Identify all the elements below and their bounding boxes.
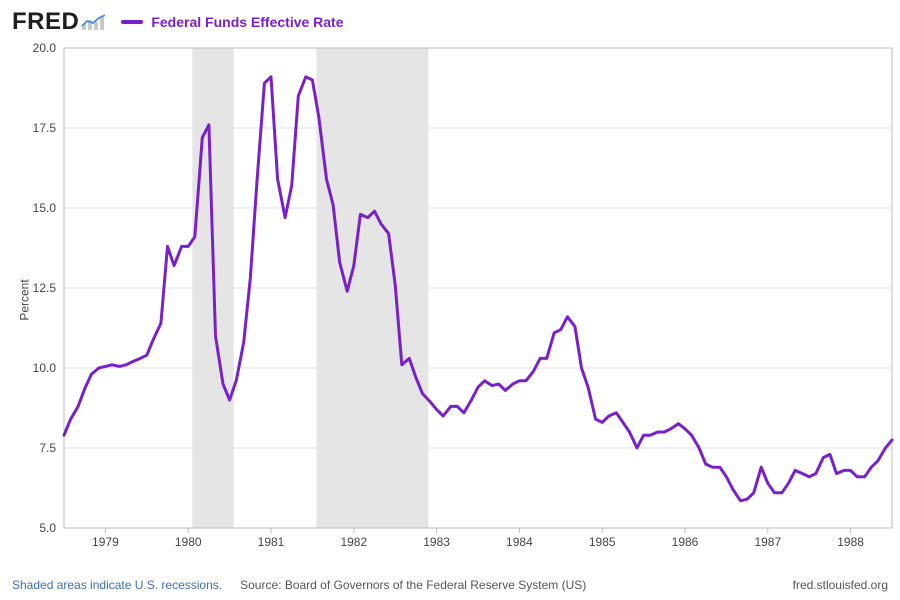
svg-text:10.0: 10.0 xyxy=(33,361,57,375)
site-label: fred.stlouisfed.org xyxy=(793,578,888,592)
svg-text:1985: 1985 xyxy=(589,535,616,549)
fred-logo: FRED xyxy=(12,8,107,36)
source-label: Source: Board of Governors of the Federa… xyxy=(240,578,586,592)
svg-text:12.5: 12.5 xyxy=(33,281,57,295)
svg-text:1983: 1983 xyxy=(423,535,450,549)
legend-label: Federal Funds Effective Rate xyxy=(151,14,343,30)
svg-text:15.0: 15.0 xyxy=(33,201,57,215)
legend: Federal Funds Effective Rate xyxy=(121,14,343,30)
chart-svg: 5.0 7.5 10.0 12.5 15.0 17.5 20.0 1979 1980 1981 19… xyxy=(0,40,900,560)
legend-swatch xyxy=(121,20,143,24)
svg-text:20.0: 20.0 xyxy=(33,41,57,55)
y-axis-title: Percent xyxy=(18,279,32,320)
fred-logo-icon xyxy=(81,13,107,31)
recession-disclaimer: Shaded areas indicate U.S. recessions. xyxy=(12,578,222,592)
chart-container: FRED Federal Funds Effective Rate Percen… xyxy=(0,0,900,600)
svg-text:17.5: 17.5 xyxy=(33,121,57,135)
svg-text:1984: 1984 xyxy=(506,535,533,549)
svg-text:1987: 1987 xyxy=(754,535,781,549)
svg-text:1988: 1988 xyxy=(837,535,864,549)
svg-text:1981: 1981 xyxy=(258,535,285,549)
svg-text:1979: 1979 xyxy=(92,535,119,549)
chart-area: Percent 5.0 7.5 10.0 12.5 15.0 17.5 20.0 1979 19… xyxy=(0,40,900,560)
fred-logo-text: FRED xyxy=(12,8,79,36)
svg-text:1982: 1982 xyxy=(340,535,367,549)
svg-text:1986: 1986 xyxy=(672,535,699,549)
svg-text:7.5: 7.5 xyxy=(39,441,56,455)
header: FRED Federal Funds Effective Rate xyxy=(12,8,344,36)
svg-text:1980: 1980 xyxy=(175,535,202,549)
svg-text:5.0: 5.0 xyxy=(39,521,56,535)
footer: Shaded areas indicate U.S. recessions. S… xyxy=(12,578,888,592)
